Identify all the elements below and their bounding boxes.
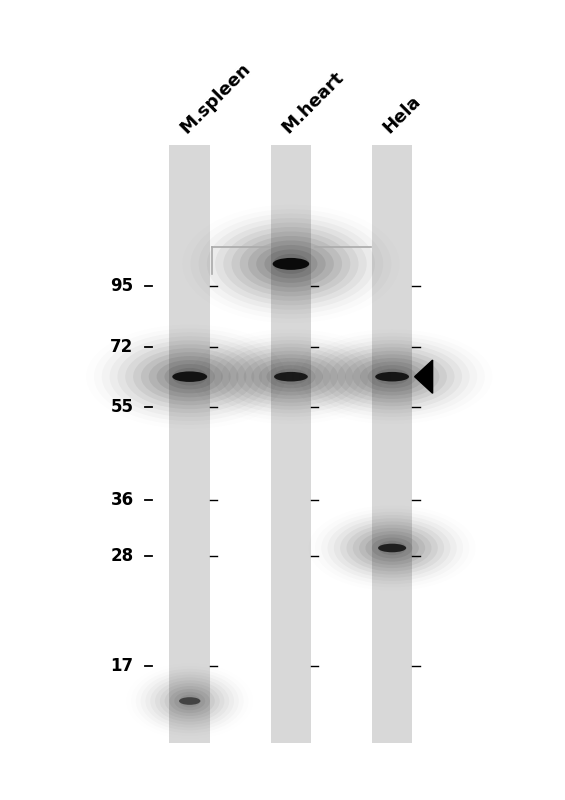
Text: 36: 36	[110, 491, 133, 510]
Ellipse shape	[164, 364, 215, 390]
Text: 72: 72	[110, 338, 133, 356]
Ellipse shape	[141, 352, 238, 402]
Text: 95: 95	[110, 277, 133, 295]
Ellipse shape	[264, 250, 318, 278]
Text: Hela: Hela	[380, 92, 424, 137]
Text: M.spleen: M.spleen	[177, 59, 254, 137]
Ellipse shape	[133, 348, 246, 405]
Ellipse shape	[378, 541, 406, 555]
Polygon shape	[415, 360, 433, 394]
Ellipse shape	[172, 368, 207, 386]
Ellipse shape	[172, 371, 207, 382]
Ellipse shape	[360, 362, 424, 392]
Ellipse shape	[372, 538, 412, 558]
Ellipse shape	[251, 358, 331, 395]
Ellipse shape	[359, 531, 425, 565]
Ellipse shape	[353, 528, 432, 568]
Ellipse shape	[244, 354, 338, 399]
Bar	[372, 145, 412, 743]
Ellipse shape	[179, 694, 201, 707]
Ellipse shape	[267, 365, 315, 388]
Ellipse shape	[378, 544, 406, 552]
Ellipse shape	[248, 241, 334, 287]
Text: 55: 55	[111, 398, 133, 416]
Ellipse shape	[174, 692, 205, 710]
Ellipse shape	[375, 369, 409, 385]
Text: 28: 28	[110, 546, 133, 565]
Ellipse shape	[256, 245, 325, 283]
Ellipse shape	[240, 236, 342, 292]
Ellipse shape	[368, 365, 416, 388]
Ellipse shape	[353, 358, 432, 395]
Ellipse shape	[274, 372, 308, 382]
Ellipse shape	[274, 369, 308, 385]
Ellipse shape	[259, 362, 323, 392]
Text: 17: 17	[110, 657, 133, 675]
Ellipse shape	[366, 534, 419, 562]
Ellipse shape	[375, 372, 409, 382]
Ellipse shape	[273, 254, 309, 274]
Ellipse shape	[345, 354, 440, 399]
Ellipse shape	[157, 360, 223, 394]
Ellipse shape	[232, 231, 350, 296]
Text: M.heart: M.heart	[278, 68, 347, 137]
Bar	[170, 145, 210, 743]
Ellipse shape	[273, 258, 309, 270]
Ellipse shape	[179, 697, 201, 705]
Ellipse shape	[149, 356, 231, 398]
Bar	[271, 145, 311, 743]
